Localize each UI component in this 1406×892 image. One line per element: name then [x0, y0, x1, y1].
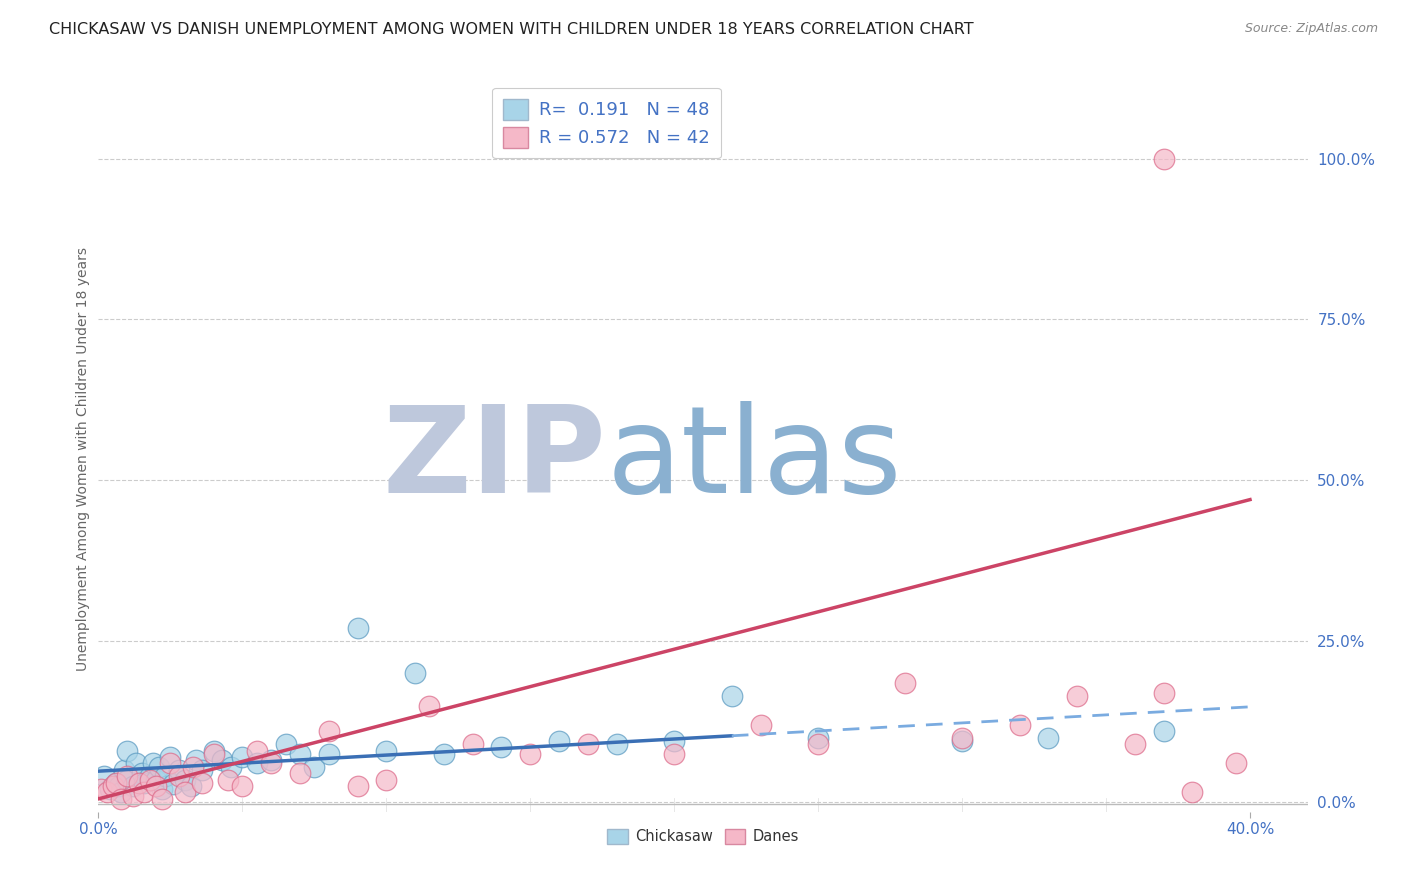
Point — [418, 698, 440, 713]
Point — [246, 743, 269, 757]
Point — [115, 743, 138, 757]
Point — [231, 750, 253, 764]
Point — [191, 776, 214, 790]
Point — [1066, 689, 1088, 703]
Point — [664, 734, 686, 748]
Point — [104, 776, 127, 790]
Point — [950, 734, 973, 748]
Point — [139, 769, 162, 783]
Point — [274, 737, 297, 751]
Point — [807, 731, 830, 745]
Point — [246, 756, 269, 771]
Point — [1038, 731, 1060, 745]
Point — [720, 689, 742, 703]
Point — [98, 782, 121, 797]
Point — [183, 759, 205, 773]
Point — [162, 777, 184, 791]
Point — [159, 750, 181, 764]
Point — [375, 772, 398, 787]
Point — [134, 785, 156, 799]
Point — [122, 779, 145, 793]
Point — [1123, 737, 1146, 751]
Point — [167, 763, 190, 777]
Point — [1225, 756, 1247, 771]
Point — [148, 759, 170, 773]
Point — [807, 737, 830, 751]
Point — [131, 766, 153, 780]
Point — [145, 772, 167, 787]
Point — [180, 779, 202, 793]
Point — [115, 769, 138, 783]
Point — [346, 779, 368, 793]
Point — [318, 724, 340, 739]
Point — [433, 747, 456, 761]
Point — [304, 759, 326, 773]
Point — [318, 747, 340, 761]
Point — [139, 772, 162, 787]
Point — [173, 785, 195, 799]
Point — [288, 766, 311, 780]
Point — [128, 776, 150, 790]
Point — [107, 779, 129, 793]
Text: atlas: atlas — [606, 401, 901, 518]
Point — [576, 737, 599, 751]
Point — [288, 747, 311, 761]
Point — [375, 743, 398, 757]
Point — [112, 763, 135, 777]
Text: Source: ZipAtlas.com: Source: ZipAtlas.com — [1244, 22, 1378, 36]
Point — [134, 776, 156, 790]
Point — [260, 756, 283, 771]
Text: CHICKASAW VS DANISH UNEMPLOYMENT AMONG WOMEN WITH CHILDREN UNDER 18 YEARS CORREL: CHICKASAW VS DANISH UNEMPLOYMENT AMONG W… — [49, 22, 974, 37]
Point — [664, 747, 686, 761]
Point — [260, 753, 283, 767]
Point — [202, 747, 225, 761]
Point — [145, 779, 167, 793]
Point — [519, 747, 541, 761]
Point — [606, 737, 628, 751]
Point — [893, 676, 915, 690]
Point — [491, 740, 513, 755]
Point — [150, 782, 173, 797]
Point — [153, 769, 176, 783]
Point — [115, 772, 138, 787]
Y-axis label: Unemployment Among Women with Children Under 18 years: Unemployment Among Women with Children U… — [76, 247, 90, 672]
Legend: R=  0.191   N = 48, R = 0.572   N = 42: R= 0.191 N = 48, R = 0.572 N = 42 — [492, 88, 720, 159]
Point — [150, 792, 173, 806]
Point — [167, 769, 190, 783]
Point — [159, 756, 181, 771]
Point — [217, 772, 239, 787]
Point — [346, 621, 368, 635]
Point — [461, 737, 484, 751]
Point — [90, 782, 112, 797]
Point — [101, 779, 124, 793]
Point — [404, 666, 426, 681]
Point — [191, 763, 214, 777]
Point — [548, 734, 571, 748]
Text: ZIP: ZIP — [382, 401, 606, 518]
Point — [1008, 718, 1031, 732]
Point — [1153, 724, 1175, 739]
Point — [110, 792, 132, 806]
Point — [1181, 785, 1204, 799]
Point — [1153, 152, 1175, 166]
Point — [231, 779, 253, 793]
Point — [202, 743, 225, 757]
Point — [93, 769, 115, 783]
Point — [125, 756, 148, 771]
Point — [186, 753, 208, 767]
Point — [211, 753, 233, 767]
Point — [1153, 686, 1175, 700]
Point — [96, 785, 118, 799]
Point — [104, 776, 127, 790]
Point — [122, 789, 145, 803]
Point — [173, 772, 195, 787]
Point — [142, 756, 165, 771]
Point — [950, 731, 973, 745]
Point — [110, 785, 132, 799]
Point — [749, 718, 772, 732]
Point — [219, 759, 242, 773]
